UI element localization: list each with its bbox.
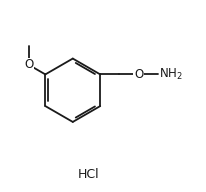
Text: O: O: [24, 58, 33, 71]
Text: O: O: [133, 68, 143, 81]
Text: NH$_2$: NH$_2$: [158, 67, 182, 82]
Text: HCl: HCl: [77, 168, 98, 181]
